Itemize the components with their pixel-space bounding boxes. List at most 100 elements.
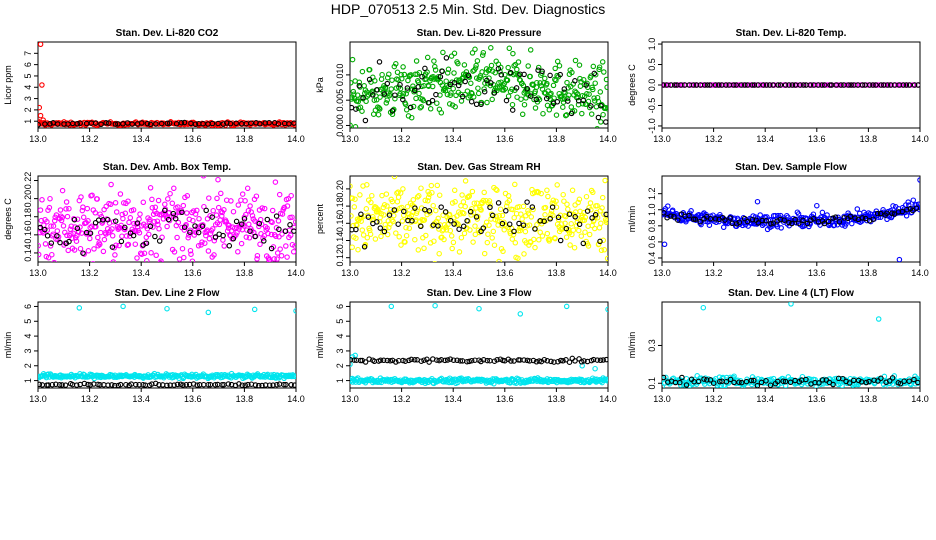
point-colored [528,91,535,97]
point-colored [501,80,507,87]
point-colored [479,52,486,58]
point-black [439,68,445,75]
point-black [668,82,674,88]
point-colored [448,233,455,239]
point-colored [535,64,542,71]
point-colored [843,221,849,227]
point-black [899,208,906,215]
x-tick-label: 14.0 [911,394,929,404]
panel-6: Stan. Dev. Sample Flow 13.0 13.2 13.4 13.6 13… [627,162,929,278]
point-colored [39,82,45,88]
point-colored [108,181,114,188]
point-black [763,82,770,88]
point-black [675,217,681,223]
point-colored [536,96,543,103]
point-colored [517,311,524,317]
point-black [415,84,422,90]
point-black [419,73,425,80]
point-black [755,82,761,88]
point-colored [477,206,484,212]
point-black [438,357,445,363]
x-tick-label: 13.6 [808,134,826,144]
point-colored [461,62,468,68]
point-black [98,121,104,128]
point-black [233,120,239,127]
point-colored [488,211,495,218]
point-colored [599,205,605,211]
point-black [219,381,225,388]
point-colored [289,214,295,220]
point-colored [159,234,165,241]
point-colored [456,249,463,255]
point-colored [45,254,52,261]
point-black [402,358,409,364]
point-black [411,357,418,363]
y-tick-label: -1.0 [647,118,657,134]
data-points [350,45,608,128]
point-colored [598,119,604,125]
point-black [751,377,757,384]
point-black [247,228,253,234]
point-colored [586,91,592,97]
point-colored [244,185,251,192]
point-colored [601,211,607,218]
point-black [738,82,745,88]
point-black [881,82,887,88]
point-colored [521,101,528,108]
point-colored [450,85,456,92]
point-colored [378,76,385,82]
point-colored [112,252,118,258]
point-black [273,213,280,219]
point-colored [600,237,607,244]
point-black [268,245,275,252]
point-colored [605,306,608,313]
point-colored [412,236,418,243]
point-colored [552,235,558,242]
point-colored [38,42,44,48]
y-axis-label: degrees C [627,64,637,106]
point-black [138,120,145,126]
point-colored [563,112,570,118]
point-black [686,212,692,219]
point-colored [188,251,194,257]
point-colored [350,183,353,189]
point-colored [388,86,395,92]
point-black [717,378,723,385]
point-black [780,378,786,384]
panel-3: Stan. Dev. Li-820 Temp. 13.0 13.2 13.4 13.6 1… [627,28,929,144]
x-tick-label: 13.6 [808,268,826,278]
point-colored [478,207,484,213]
point-black [889,210,895,217]
data-points [662,302,920,388]
point-colored [164,305,170,312]
point-colored [849,220,855,227]
point-black [276,381,283,387]
point-colored [269,207,276,214]
point-colored [391,106,397,113]
point-colored [196,216,202,222]
point-black [884,210,890,216]
point-black [704,82,711,88]
point-black [889,375,896,381]
point-colored [515,255,521,261]
point-colored [149,205,156,211]
point-colored [140,199,147,206]
point-black [143,240,150,246]
point-black [178,120,185,126]
point-black [677,379,683,386]
point-black [904,206,910,213]
point-colored [460,199,467,205]
point-colored [521,251,527,257]
point-black [412,87,418,94]
point-colored [916,206,920,213]
point-colored [512,61,519,68]
point-black [97,382,103,388]
point-black [435,223,441,229]
point-black [264,216,271,223]
point-black [548,358,554,365]
point-colored [585,98,592,105]
point-colored [720,224,727,231]
point-colored [146,231,152,238]
point-colored [254,256,260,262]
point-colored [276,234,282,240]
